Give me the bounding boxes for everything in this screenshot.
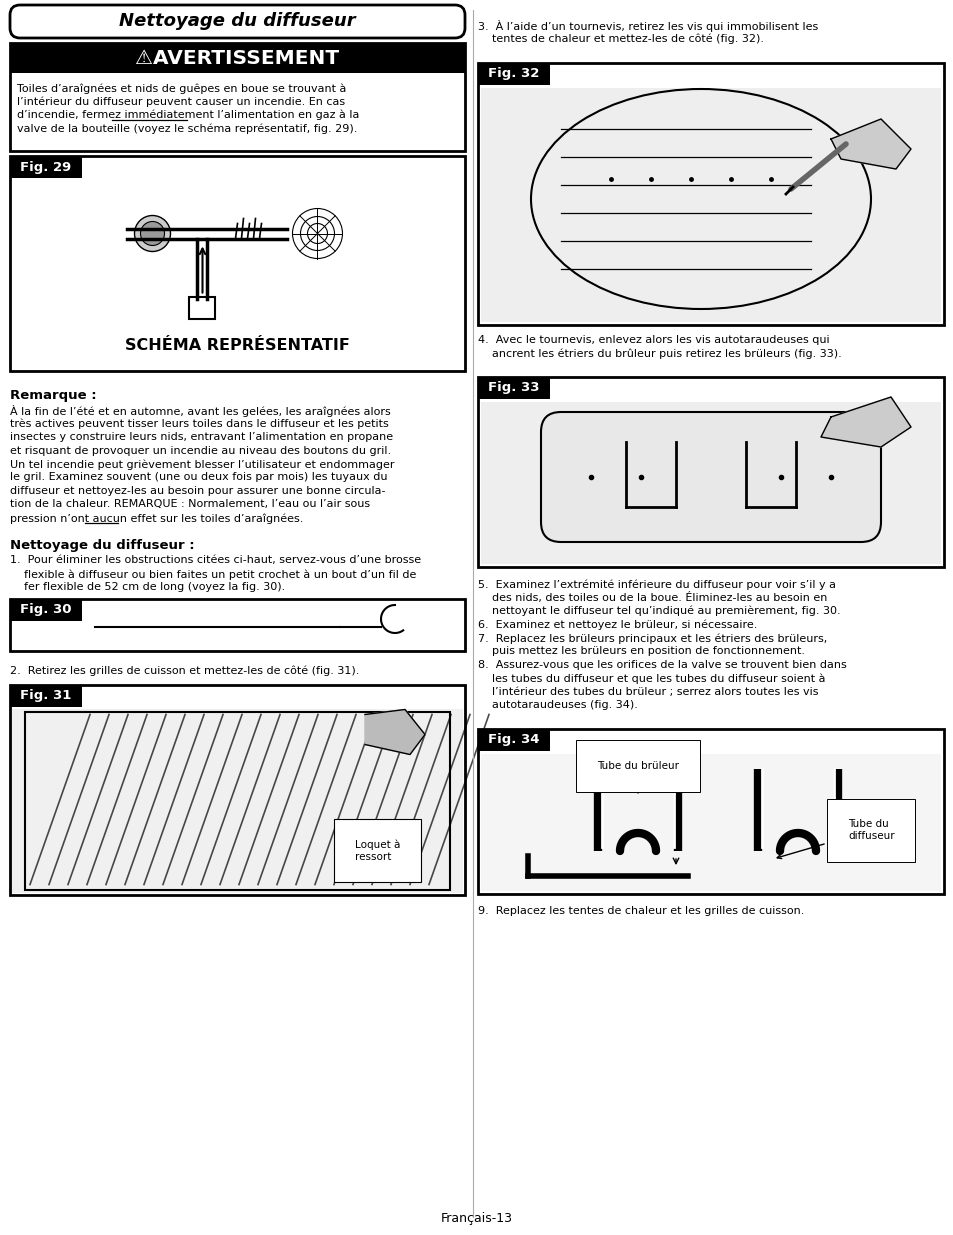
- Bar: [480, 403, 940, 564]
- Text: Toiles d’araîgnées et nids de guêpes en boue se trouvant à: Toiles d’araîgnées et nids de guêpes en …: [17, 83, 346, 94]
- Text: Tube du
diffuseur: Tube du diffuseur: [777, 819, 894, 858]
- Text: insectes y construire leurs nids, entravant l’alimentation en propane: insectes y construire leurs nids, entrav…: [10, 432, 393, 442]
- Text: 1.  Pour éliminer les obstructions citées ci-haut, servez-vous d’une brosse: 1. Pour éliminer les obstructions citées…: [10, 556, 420, 566]
- Bar: [190, 296, 215, 319]
- FancyBboxPatch shape: [10, 5, 464, 38]
- Text: 8.  Assurez-vous que les orifices de la valve se trouvent bien dans: 8. Assurez-vous que les orifices de la v…: [477, 659, 846, 671]
- Text: diffuseur et nettoyez-les au besoin pour assurer une bonne circula-: diffuseur et nettoyez-les au besoin pour…: [10, 487, 385, 496]
- Bar: [477, 377, 550, 399]
- Text: l’intérieur du diffuseur peuvent causer un incendie. En cas: l’intérieur du diffuseur peuvent causer …: [17, 96, 345, 107]
- Text: et risquant de provoquer un incendie au niveau des boutons du gril.: et risquant de provoquer un incendie au …: [10, 446, 391, 456]
- Text: ⚠AVERTISSEMENT: ⚠AVERTISSEMENT: [135, 48, 339, 68]
- Polygon shape: [821, 396, 910, 447]
- Bar: [477, 729, 943, 894]
- Text: pression n’ont aucun effet sur les toiles d’araîgnées.: pression n’ont aucun effet sur les toile…: [10, 513, 303, 524]
- Text: Fig. 32: Fig. 32: [488, 68, 539, 80]
- Text: 2.  Retirez les grilles de cuisson et mettez-les de côté (fig. 31).: 2. Retirez les grilles de cuisson et met…: [10, 666, 359, 677]
- Text: d’incendie, fermez immédiatement l’alimentation en gaz à la: d’incendie, fermez immédiatement l’alime…: [17, 110, 359, 121]
- Text: Français-13: Français-13: [440, 1212, 513, 1225]
- Bar: [10, 156, 464, 370]
- Bar: [477, 377, 943, 567]
- Bar: [10, 684, 464, 894]
- Text: SCHÉMA REPRÉSENTATIF: SCHÉMA REPRÉSENTATIF: [125, 338, 350, 353]
- Bar: [10, 156, 82, 178]
- Text: 7.  Replacez les brüleurs principaux et les étriers des brüleurs,: 7. Replacez les brüleurs principaux et l…: [477, 634, 826, 643]
- FancyBboxPatch shape: [540, 412, 880, 542]
- Text: Fig. 34: Fig. 34: [488, 734, 539, 746]
- Text: fer flexible de 52 cm de long (voyez la fig. 30).: fer flexible de 52 cm de long (voyez la …: [10, 583, 285, 593]
- Bar: [477, 63, 550, 85]
- Bar: [10, 43, 464, 73]
- Text: Loquet à
ressort: Loquet à ressort: [355, 840, 400, 862]
- Text: Un tel incendie peut grièvement blesser l’utilisateur et endommager: Un tel incendie peut grièvement blesser …: [10, 459, 395, 469]
- Polygon shape: [365, 709, 424, 755]
- Circle shape: [140, 221, 164, 246]
- Text: valve de la bouteille (voyez le schéma représentatif, fig. 29).: valve de la bouteille (voyez le schéma r…: [17, 124, 357, 135]
- Text: 4.  Avec le tournevis, enlevez alors les vis autotaraudeuses qui: 4. Avec le tournevis, enlevez alors les …: [477, 335, 829, 345]
- Bar: [10, 684, 82, 706]
- Text: très actives peuvent tisser leurs toiles dans le diffuseur et les petits: très actives peuvent tisser leurs toiles…: [10, 419, 388, 429]
- Text: 9.  Replacez les tentes de chaleur et les grilles de cuisson.: 9. Replacez les tentes de chaleur et les…: [477, 906, 803, 916]
- Bar: [477, 63, 943, 325]
- Text: Fig. 29: Fig. 29: [20, 161, 71, 173]
- Text: autotaraudeuses (fig. 34).: autotaraudeuses (fig. 34).: [477, 700, 638, 710]
- Bar: [10, 599, 464, 651]
- Bar: [12, 709, 462, 893]
- Text: Remarque :: Remarque :: [10, 389, 96, 403]
- Text: les tubes du diffuseur et que les tubes du diffuseur soient à: les tubes du diffuseur et que les tubes …: [477, 673, 824, 684]
- Text: des nids, des toiles ou de la boue. Éliminez-les au besoin en: des nids, des toiles ou de la boue. Élim…: [477, 593, 826, 604]
- Text: ancrent les étriers du brûleur puis retirez les brüleurs (fig. 33).: ancrent les étriers du brûleur puis reti…: [477, 348, 841, 359]
- Text: tentes de chaleur et mettez-les de côté (fig. 32).: tentes de chaleur et mettez-les de côté …: [477, 33, 763, 44]
- Polygon shape: [830, 119, 910, 169]
- Text: flexible à diffuseur ou bien faites un petit crochet à un bout d’un fil de: flexible à diffuseur ou bien faites un p…: [10, 569, 416, 579]
- Text: Fig. 33: Fig. 33: [488, 382, 539, 394]
- Bar: [477, 729, 550, 751]
- Text: Tube du brüleur: Tube du brüleur: [597, 761, 679, 793]
- Text: 6.  Examinez et nettoyez le brüleur, si nécessaire.: 6. Examinez et nettoyez le brüleur, si n…: [477, 620, 757, 630]
- Bar: [480, 755, 940, 890]
- Text: nettoyant le diffuseur tel qu’indiqué au premièrement, fig. 30.: nettoyant le diffuseur tel qu’indiqué au…: [477, 606, 840, 616]
- Bar: [480, 88, 940, 322]
- Text: Fig. 30: Fig. 30: [20, 604, 71, 616]
- Bar: [10, 599, 82, 621]
- Text: tion de la chaleur. REMARQUE : Normalement, l’eau ou l’air sous: tion de la chaleur. REMARQUE : Normaleme…: [10, 499, 370, 510]
- Text: Nettoyage du diffuseur :: Nettoyage du diffuseur :: [10, 538, 194, 552]
- Text: 3.  À l’aide d’un tournevis, retirez les vis qui immobilisent les: 3. À l’aide d’un tournevis, retirez les …: [477, 20, 818, 32]
- Bar: [25, 711, 450, 889]
- Text: le gril. Examinez souvent (une ou deux fois par mois) les tuyaux du: le gril. Examinez souvent (une ou deux f…: [10, 473, 387, 483]
- Bar: [10, 43, 464, 151]
- Text: l’intérieur des tubes du brüleur ; serrez alors toutes les vis: l’intérieur des tubes du brüleur ; serre…: [477, 687, 818, 697]
- Text: 5.  Examinez l’extrémité inférieure du diffuseur pour voir s’il y a: 5. Examinez l’extrémité inférieure du di…: [477, 579, 835, 589]
- Text: Fig. 31: Fig. 31: [20, 689, 71, 701]
- Text: À la fin de l’été et en automne, avant les gelées, les araîgnées alors: À la fin de l’été et en automne, avant l…: [10, 405, 391, 417]
- Text: puis mettez les brüleurs en position de fonctionnement.: puis mettez les brüleurs en position de …: [477, 646, 804, 657]
- Text: Nettoyage du diffuseur: Nettoyage du diffuseur: [119, 12, 355, 31]
- Circle shape: [134, 215, 171, 252]
